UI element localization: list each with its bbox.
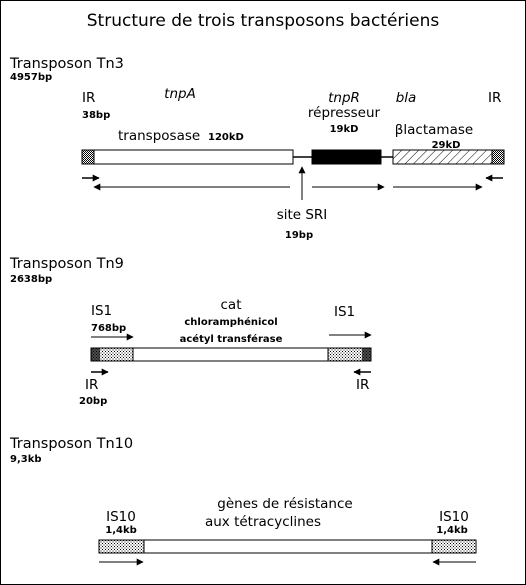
- tn3-ir-right: IR: [488, 90, 501, 106]
- tn3-bla-box: [392, 149, 493, 165]
- tn3-lactamase-size: 29kD: [432, 140, 461, 151]
- tn9-ir-right: IR: [356, 377, 369, 393]
- tn9-ir-left-size: 20bp: [79, 396, 107, 407]
- tn3-ir-right-box: [491, 149, 505, 165]
- tn3-ir-left: IR: [82, 90, 95, 106]
- tn9-cat-gene: cat: [221, 297, 242, 313]
- tn10-name: Transposon Tn10: [9, 436, 133, 452]
- tn9-is-right: IS1: [334, 304, 355, 320]
- tn3-ir-left-size: 38bp: [82, 110, 110, 121]
- tn3-ir-left-box: [81, 149, 95, 165]
- tn3-size: 4957bp: [10, 72, 52, 83]
- tn10-is-right: IS10: [439, 509, 469, 525]
- tn9-cat-desc1: chloramphénicol: [184, 316, 277, 328]
- tn10-genes-line1: gènes de résistance: [217, 496, 352, 512]
- tn3-bla-gene: bla: [396, 90, 417, 106]
- tn10-size: 9,3kb: [10, 454, 42, 465]
- tn10-is-left-size: 1,4kb: [105, 525, 137, 536]
- tn9-ir-left: IR: [85, 377, 98, 393]
- tn9-is-left-size: 768bp: [91, 323, 126, 334]
- tn9-size: 2638bp: [10, 274, 52, 285]
- tn10-is-right-size: 1,4kb: [436, 525, 468, 536]
- tn3-name: Transposon Tn3: [9, 56, 124, 72]
- tn10-tet-box: [143, 539, 433, 554]
- tn3-tnpR-gene: tnpR: [328, 90, 360, 106]
- tn3-repressor-size: 19kD: [330, 124, 359, 135]
- tn3-tnpA-gene: tnpA: [164, 86, 196, 102]
- tn10-is-left: IS10: [106, 509, 136, 525]
- tn10-is-right-box: [431, 539, 477, 554]
- diagram-title: Structure de trois transposons bactérien…: [87, 11, 440, 31]
- tn9-ir-right-marker: [362, 348, 371, 361]
- tn9-ir-left-marker: [91, 348, 100, 361]
- tn9-is-left: IS1: [91, 303, 112, 319]
- tn9-name: Transposon Tn9: [9, 256, 124, 272]
- tn3-repressor: répresseur: [308, 105, 381, 121]
- tn3-tnpA-box: [93, 149, 294, 165]
- tn9-cat-desc2: acétyl transférase: [180, 333, 283, 345]
- tn3-site-label: site SRI: [277, 207, 328, 223]
- tn9-cat-box: [132, 347, 329, 362]
- tn3-transposase: transposase: [118, 128, 200, 144]
- tn3-transposase-size: 120kD: [208, 132, 244, 143]
- tn3-site-size: 19bp: [285, 230, 313, 241]
- tn3-tnpR-box: [311, 149, 382, 165]
- tn10-genes-line2: aux tétracyclines: [205, 514, 321, 530]
- tn10-is-left-box: [98, 539, 145, 554]
- tn3-lactamase: βlactamase: [395, 122, 473, 138]
